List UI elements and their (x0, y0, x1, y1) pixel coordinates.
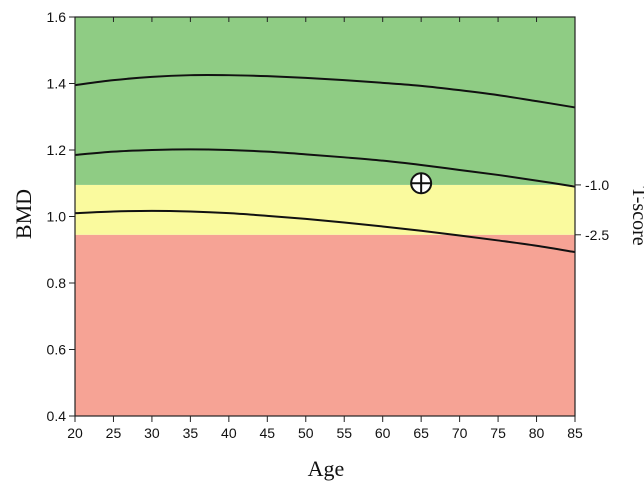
reference-curves (74, 74, 576, 254)
x-axis-title: Age (308, 456, 345, 481)
x-tick-label: 75 (490, 425, 506, 441)
curve-0 (74, 74, 576, 109)
t-score-label: -1.0 (585, 177, 609, 193)
y-axis-title: BMD (11, 189, 36, 239)
x-tick-label: 40 (221, 425, 237, 441)
y-tick-label: 0.4 (47, 408, 67, 424)
right-axis-title: T-score (628, 186, 644, 245)
x-tick-label: 85 (567, 425, 583, 441)
x-tick-label: 55 (336, 425, 352, 441)
x-tick-label: 70 (452, 425, 468, 441)
x-tick-label: 65 (413, 425, 429, 441)
y-axis-ticks: 0.4 0.6 0.8 1.0 1.2 1.4 1.6 (47, 9, 75, 424)
x-tick-label: 25 (106, 425, 122, 441)
y-tick-label: 1.6 (47, 9, 67, 25)
curve-2 (74, 209, 576, 254)
y-tick-label: 0.8 (47, 275, 67, 291)
y-tick-label: 1.2 (47, 142, 67, 158)
curve-1 (74, 148, 576, 188)
y-tick-label: 1.4 (47, 76, 67, 92)
x-tick-label: 30 (144, 425, 160, 441)
x-tick-label: 60 (375, 425, 391, 441)
x-axis-ticks: 20 25 30 35 40 45 50 55 60 65 70 75 80 85 (67, 17, 583, 441)
x-tick-label: 35 (183, 425, 199, 441)
band-2 (75, 17, 575, 185)
x-tick-label: 45 (260, 425, 276, 441)
band-1 (75, 184, 575, 235)
y-tick-label: 1.0 (47, 209, 67, 225)
x-tick-label: 50 (298, 425, 314, 441)
band-0 (75, 234, 575, 416)
t-score-label: -2.5 (585, 227, 609, 243)
x-tick-label: 80 (529, 425, 545, 441)
t-score-bands (75, 17, 575, 416)
t-score-threshold-labels: -1.0 -2.5 (575, 177, 609, 243)
y-tick-label: 0.6 (47, 342, 67, 358)
x-tick-label: 20 (67, 425, 83, 441)
patient-marker (410, 172, 433, 195)
